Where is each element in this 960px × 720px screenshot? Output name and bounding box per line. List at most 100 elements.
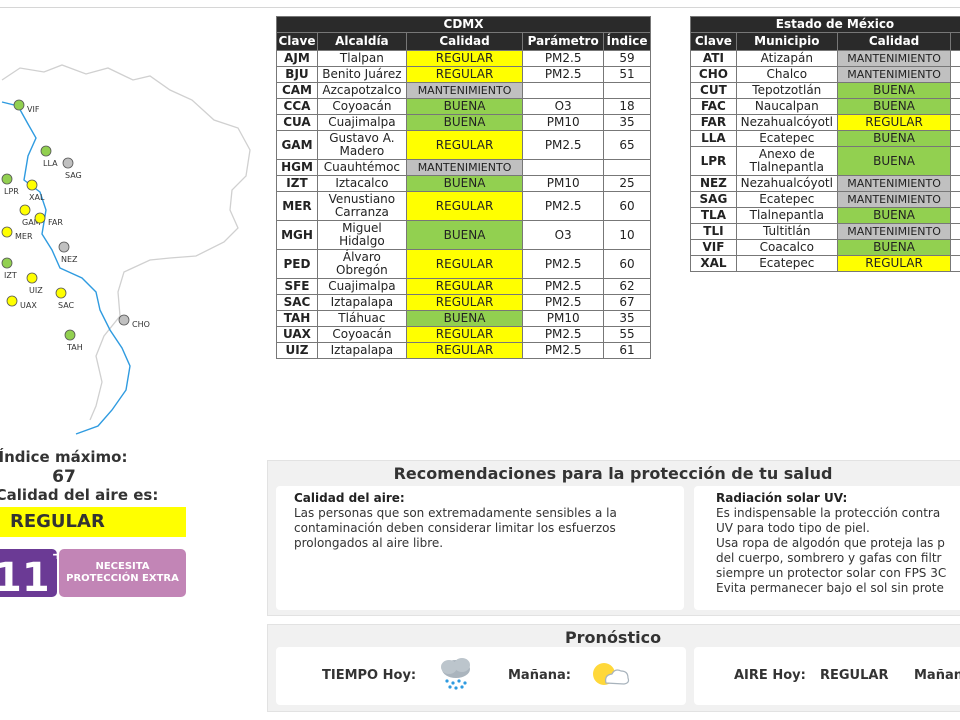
edomex-table: Estado de México Clave Municipio Calidad…	[690, 16, 960, 272]
station-code: CUT	[690, 82, 737, 99]
recommendations-panel: Recomendaciones para la protección de tu…	[267, 460, 960, 616]
forecast-panel: Pronóstico TIEMPO Hoy: Mañana: AIRE Hoy:…	[267, 624, 960, 712]
col-parametro: P	[950, 32, 960, 51]
col-alcaldia: Alcaldía	[316, 32, 407, 51]
recommendations-title: Recomendaciones para la protección de tu…	[393, 464, 833, 483]
station-label-sag: SAG	[65, 171, 82, 180]
station-code: MGH	[276, 220, 318, 250]
station-marker-vif[interactable]	[13, 99, 25, 111]
parameter-cell	[522, 159, 605, 176]
quality-cell: BUENA	[405, 114, 524, 131]
station-label-lpr: LPR	[4, 187, 19, 196]
table-row: TLI Tultitlán MANTENIMIENTO	[690, 223, 960, 240]
quality-cell: BUENA	[836, 239, 952, 256]
index-cell: 51	[603, 66, 651, 83]
table-row: XAL Ecatepec REGULAR	[690, 255, 960, 272]
quality-cell: MANTENIMIENTO	[836, 50, 952, 67]
station-code: CHO	[690, 66, 737, 83]
municipality-name: Gustavo A. Madero	[316, 130, 407, 160]
station-marker-mer[interactable]	[1, 226, 13, 238]
municipality-name: Iztacalco	[316, 175, 407, 192]
station-code: ATI	[690, 50, 737, 67]
index-cell	[603, 159, 651, 176]
table-row: MER Venustiano Carranza REGULAR PM2.5 60	[276, 191, 651, 221]
station-marker-lpr[interactable]	[1, 173, 13, 185]
parameter-cell	[950, 82, 960, 99]
cdmx-table: CDMX Clave Alcaldía Calidad Parámetro Ín…	[276, 16, 651, 359]
parameter-cell: PM2.5	[522, 278, 605, 295]
municipality-name: Tlalpan	[316, 50, 407, 67]
parameter-cell	[950, 114, 960, 131]
air-forecast-card: AIRE Hoy: REGULAR Mañan	[694, 647, 960, 705]
station-code: LLA	[690, 130, 737, 147]
table-row: AJM Tlalpan REGULAR PM2.5 59	[276, 50, 651, 67]
parameter-cell: PM2.5	[522, 326, 605, 343]
station-code: XAL	[690, 255, 737, 272]
parameter-cell: O3	[522, 220, 605, 250]
cdmx-table-title: CDMX	[276, 16, 651, 33]
municipality-name: Coyoacán	[316, 98, 407, 115]
index-cell: 60	[603, 249, 651, 279]
table-row: CUA Cuajimalpa BUENA PM10 35	[276, 114, 651, 131]
weather-today-label: TIEMPO Hoy:	[322, 668, 417, 683]
quality-cell: MANTENIMIENTO	[405, 159, 524, 176]
station-label-sac: SAC	[58, 301, 75, 310]
municipality-name: Benito Juárez	[316, 66, 407, 83]
air-quality-value: REGULAR	[0, 507, 186, 537]
table-row: CCA Coyoacán BUENA O3 18	[276, 98, 651, 115]
uv-index-value: 11	[0, 555, 50, 597]
station-marker-cho[interactable]	[118, 314, 130, 326]
municipality-name: Coacalco	[735, 239, 838, 256]
municipality-name: Cuajimalpa	[316, 114, 407, 131]
station-marker-far[interactable]	[34, 212, 46, 224]
quality-cell: BUENA	[836, 146, 952, 176]
parameter-cell: PM10	[522, 310, 605, 327]
municipality-name: Cuajimalpa	[316, 278, 407, 295]
station-marker-uax[interactable]	[6, 295, 18, 307]
col-clave: Clave	[690, 32, 737, 51]
station-marker-uiz[interactable]	[26, 272, 38, 284]
table-row: PED Álvaro Obregón REGULAR PM2.5 60	[276, 249, 651, 279]
municipality-name: Tlalnepantla	[735, 207, 838, 224]
municipality-name: Ecatepec	[735, 130, 838, 147]
table-row: GAM Gustavo A. Madero REGULAR PM2.5 65	[276, 130, 651, 160]
air-recommendation-text: Las personas que son extremadamente sens…	[294, 506, 617, 550]
station-label-gam: GAM	[22, 218, 41, 227]
parameter-cell: PM2.5	[522, 50, 605, 67]
parameter-cell	[950, 130, 960, 147]
index-cell: 35	[603, 114, 651, 131]
station-code: TAH	[276, 310, 318, 327]
parameter-cell: PM10	[522, 114, 605, 131]
station-marker-izt[interactable]	[1, 257, 13, 269]
station-marker-tah[interactable]	[64, 329, 76, 341]
municipality-name: Venustiano Carranza	[316, 191, 407, 221]
parameter-cell	[950, 98, 960, 115]
quality-cell: BUENA	[405, 175, 524, 192]
parameter-cell	[950, 146, 960, 176]
station-marker-nez[interactable]	[58, 241, 70, 253]
station-marker-sag[interactable]	[62, 157, 74, 169]
quality-cell: BUENA	[836, 82, 952, 99]
rain-cloud-icon	[441, 658, 470, 690]
station-code: FAC	[690, 98, 737, 115]
municipality-name: Tepotzotlán	[735, 82, 838, 99]
uv-message-line2: PROTECCIÓN EXTRA	[66, 573, 179, 584]
index-cell: 67	[603, 294, 651, 311]
table-row: LPR Anexo de Tlalnepantla BUENA	[690, 146, 960, 176]
index-cell: 62	[603, 278, 651, 295]
municipality-name: Chalco	[735, 66, 838, 83]
table-row: FAR Nezahualcóyotl REGULAR	[690, 114, 960, 131]
municipality-name: Miguel Hidalgo	[316, 220, 407, 250]
top-divider	[0, 7, 960, 8]
municipality-name: Naucalpan	[735, 98, 838, 115]
air-today-value: REGULAR	[820, 668, 889, 683]
table-row: SAC Iztapalapa REGULAR PM2.5 67	[276, 294, 651, 311]
weather-tomorrow-label: Mañana:	[508, 668, 571, 683]
station-marker-sac[interactable]	[55, 287, 67, 299]
air-tomorrow-label: Mañan	[914, 668, 960, 683]
station-marker-gam[interactable]	[19, 204, 31, 216]
station-marker-xal[interactable]	[26, 179, 38, 191]
quality-cell: REGULAR	[405, 326, 524, 343]
quality-cell: REGULAR	[405, 66, 524, 83]
station-marker-lla[interactable]	[40, 145, 52, 157]
